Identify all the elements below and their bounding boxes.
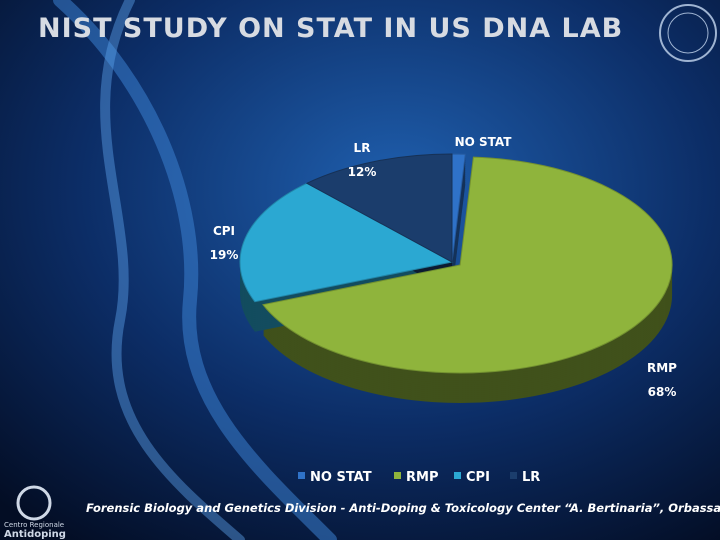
footer: Forensic Biology and Genetics Division -…: [86, 501, 720, 515]
slice-label: CPI: [213, 224, 235, 238]
slice-label: LR: [354, 141, 371, 155]
slice-value-label: 68%: [648, 385, 677, 399]
slide-title: NIST STUDY ON STAT IN US DNA LAB: [38, 13, 623, 44]
slice: [239, 182, 454, 303]
legend-swatch: [394, 472, 401, 479]
legend-label: LR: [522, 470, 540, 485]
legend-label: RMP: [406, 470, 438, 485]
legend-label: CPI: [466, 470, 490, 485]
legend-label: NO STAT: [310, 470, 372, 485]
logo-seal: [659, 4, 717, 62]
slice-label: RMP: [647, 361, 677, 375]
slice-value-label: 12%: [348, 165, 377, 179]
slice-value-label: 19%: [210, 248, 239, 262]
legend-swatch: [454, 472, 461, 479]
slice: [262, 156, 673, 374]
legend-swatch: [510, 472, 517, 479]
legend-swatch: [298, 472, 305, 479]
logo-text: Antidoping: [4, 529, 66, 540]
slice-label: NO STAT: [455, 135, 513, 149]
dna-helix: [53, 0, 337, 540]
logo-text: Centro Regionale: [4, 521, 64, 529]
legend: NO STAT RMP CPI LR: [298, 470, 540, 485]
logo: Centro Regionale Antidoping: [4, 485, 66, 540]
slice: [305, 153, 453, 263]
